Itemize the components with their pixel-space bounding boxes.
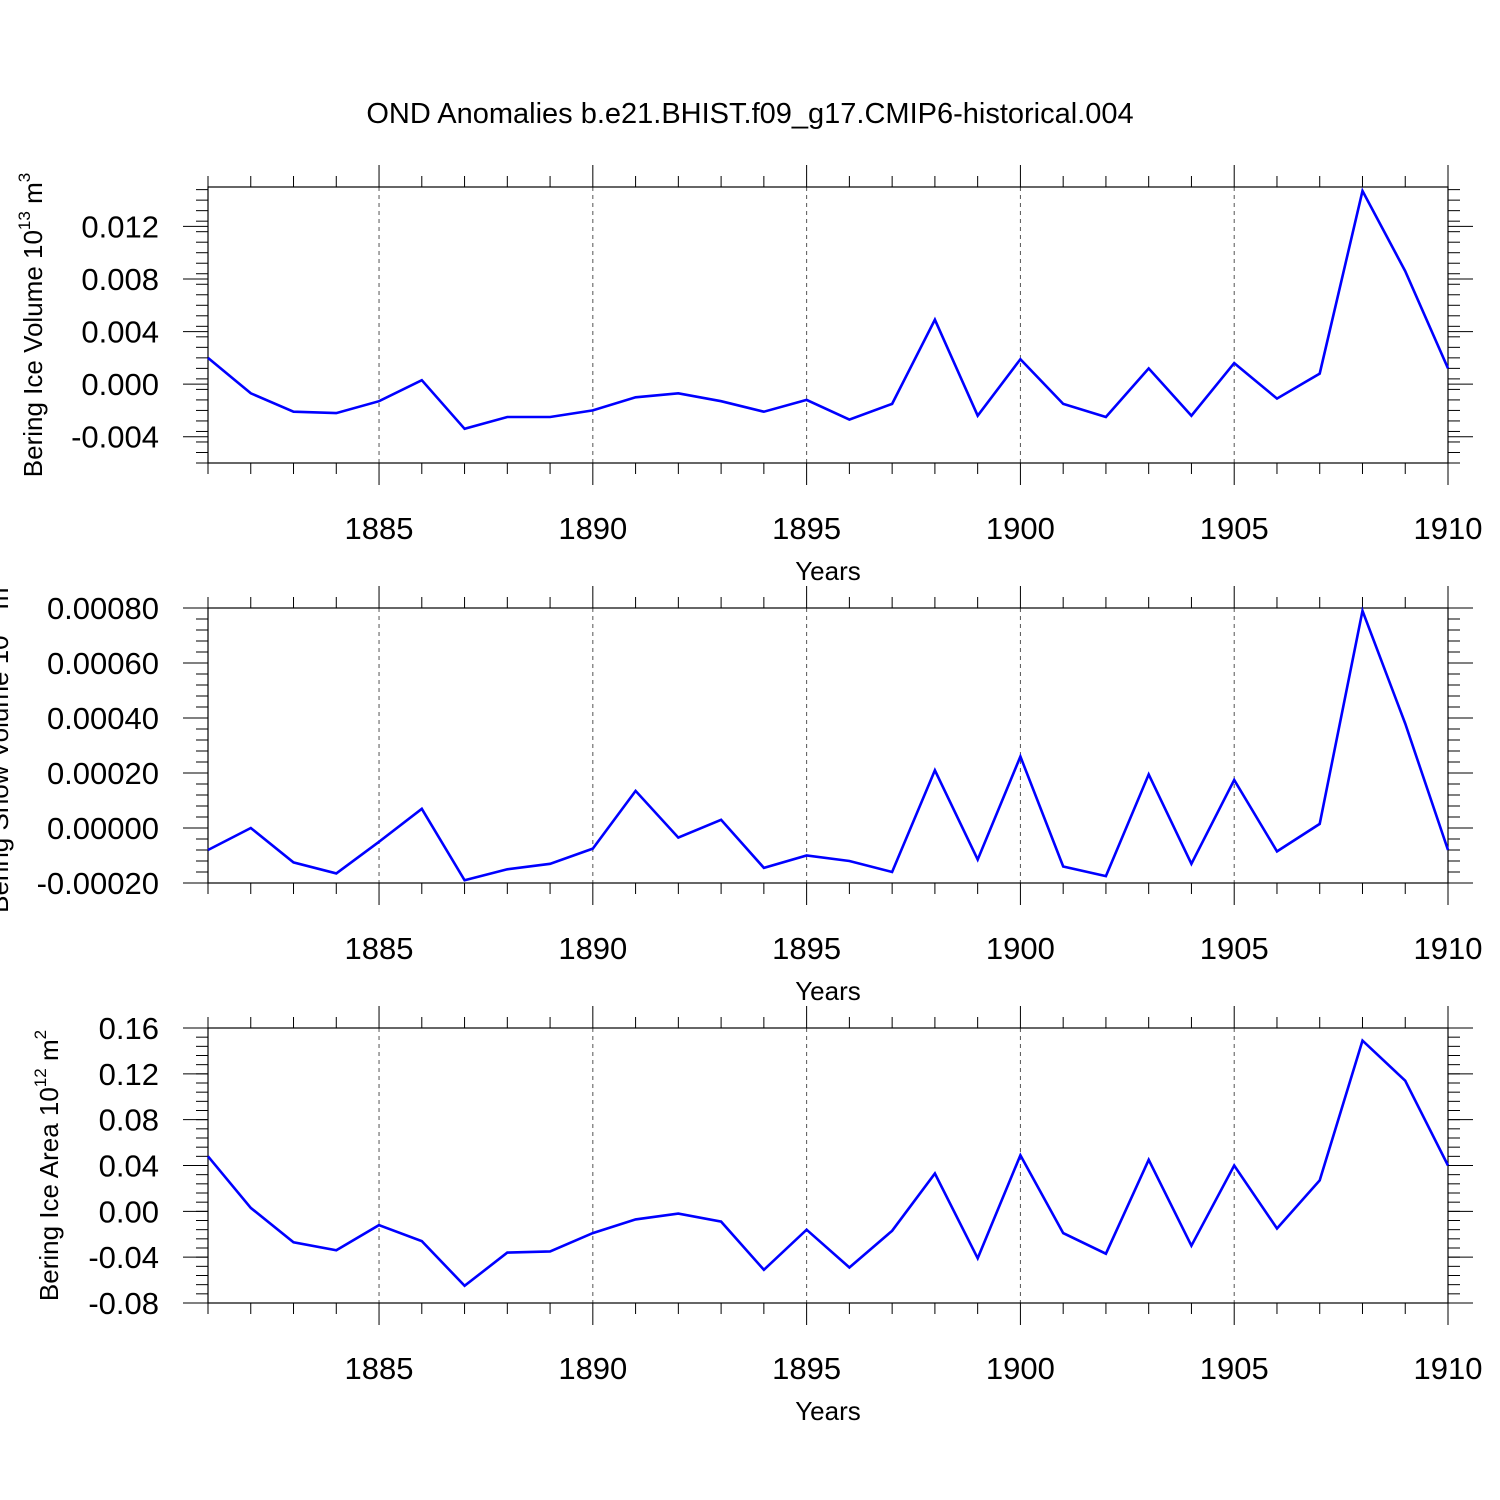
y-tick-label: 0.012 — [81, 209, 159, 244]
series-line — [206, 1038, 1450, 1288]
x-axis-label: Years — [795, 556, 861, 586]
x-tick-label: 1910 — [1414, 511, 1483, 546]
y-label-unit-exponent: 3 — [15, 173, 34, 182]
x-tick-label: 1910 — [1414, 1351, 1483, 1386]
x-tick-label: 1905 — [1200, 511, 1269, 546]
y-tick-label: -0.00020 — [37, 866, 159, 901]
x-axis-label: Years — [795, 1396, 861, 1426]
y-label-text: Bering Ice Volume 10 — [18, 230, 48, 477]
x-tick-label: 1910 — [1414, 931, 1483, 966]
x-tick-label: 1900 — [986, 511, 1055, 546]
y-tick-label: 0.008 — [81, 262, 159, 297]
y-axis-label: Bering Snow Volume 1013 m3 — [0, 578, 14, 913]
y-tick-label: 0.000 — [81, 367, 159, 402]
y-tick-label: 0.00000 — [47, 811, 159, 846]
y-tick-label: 0.00080 — [47, 591, 159, 626]
x-tick-label: 1895 — [772, 1351, 841, 1386]
y-label-unit: m — [0, 588, 14, 617]
y-tick-label: 0.00060 — [47, 646, 159, 681]
x-tick-label: 1905 — [1200, 1351, 1269, 1386]
y-label-exponent: 12 — [31, 1068, 50, 1087]
y-label-text: Bering Snow Volume 10 — [0, 635, 14, 913]
panel-2: -0.00020 0.00000 0.00020 0.00040 0.00060 0.00… — [0, 578, 1483, 1006]
y-label-unit: m — [34, 1039, 64, 1068]
chart-title: OND Anomalies b.e21.BHIST.f09_g17.CMIP6-… — [366, 98, 1133, 130]
y-tick-label: -0.04 — [88, 1240, 159, 1275]
y-tick-label: 0.04 — [99, 1149, 159, 1184]
y-tick-label: 0.00020 — [47, 756, 159, 791]
y-label-unit-exponent: 2 — [31, 1030, 50, 1039]
y-tick-label: 0.004 — [81, 315, 159, 350]
x-tick-label: 1895 — [772, 931, 841, 966]
x-tick-label: 1895 — [772, 511, 841, 546]
y-axis-label: Bering Ice Volume 1013 m3 — [15, 173, 48, 477]
y-tick-label: 0.16 — [99, 1011, 159, 1046]
y-label-exponent: 13 — [15, 211, 34, 230]
x-axis-label: Years — [795, 976, 861, 1006]
x-tick-label: 1885 — [345, 931, 414, 966]
series-line — [207, 187, 1450, 431]
x-tick-label: 1905 — [1200, 931, 1269, 966]
y-tick-label: 0.00 — [99, 1194, 159, 1229]
y-tick-label: -0.004 — [71, 420, 159, 455]
y-tick-label: 0.12 — [99, 1057, 159, 1092]
y-tick-label: -0.08 — [88, 1286, 159, 1321]
y-label-unit: m — [18, 182, 48, 211]
y-axis-label: Bering Ice Area 1012 m2 — [31, 1030, 64, 1301]
panel-3: -0.08 -0.04 0.00 0.04 0.08 0.12 0.16 1885 1890 18… — [31, 1006, 1482, 1426]
plot-frame — [207, 607, 1449, 884]
x-tick-label: 1900 — [986, 931, 1055, 966]
x-tick-label: 1890 — [558, 511, 627, 546]
x-tick-label: 1885 — [345, 1351, 414, 1386]
y-label-text: Bering Ice Area 10 — [34, 1087, 64, 1301]
y-tick-label: 0.08 — [99, 1103, 159, 1138]
x-tick-label: 1900 — [986, 1351, 1055, 1386]
panels: -0.004 0.000 0.004 0.008 0.012 1885 1890 1895 19… — [0, 165, 1482, 1426]
panel-1: -0.004 0.000 0.004 0.008 0.012 1885 1890 1895 19… — [15, 165, 1482, 586]
x-tick-label: 1890 — [558, 1351, 627, 1386]
plot-frame — [207, 1027, 1449, 1304]
plot-frame — [207, 186, 1449, 464]
x-tick-label: 1890 — [558, 931, 627, 966]
series-line — [207, 606, 1450, 882]
x-tick-label: 1885 — [345, 511, 414, 546]
y-tick-label: 0.00040 — [47, 701, 159, 736]
